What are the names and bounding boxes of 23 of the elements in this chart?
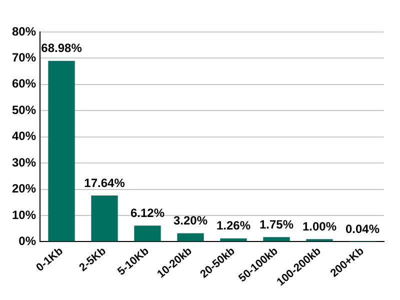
bar	[134, 226, 161, 242]
y-tick-label: 20%	[12, 182, 36, 196]
data-label: 1.26%	[216, 218, 251, 233]
bar	[91, 195, 118, 242]
data-label: 3.20%	[173, 214, 208, 228]
bar	[177, 233, 204, 242]
data-label: 0.04%	[345, 222, 380, 236]
y-tick-label: 0%	[18, 234, 36, 248]
y-tick-label: 60%	[12, 76, 36, 91]
y-tick-label: 10%	[12, 208, 36, 222]
bar	[263, 237, 290, 242]
y-tick-label: 50%	[12, 102, 36, 117]
y-tick-label: 30%	[12, 155, 36, 170]
y-tick-label: 70%	[12, 50, 36, 65]
y-tick-label: 40%	[12, 129, 36, 144]
data-label: 6.12%	[130, 206, 165, 220]
data-label: 17.64%	[84, 176, 126, 190]
bar	[220, 238, 247, 242]
data-label: 1.75%	[259, 217, 294, 232]
data-label: 1.00%	[302, 219, 337, 234]
y-tick-label: 80%	[12, 24, 36, 38]
data-label: 68.98%	[41, 41, 82, 56]
bar	[48, 60, 75, 242]
